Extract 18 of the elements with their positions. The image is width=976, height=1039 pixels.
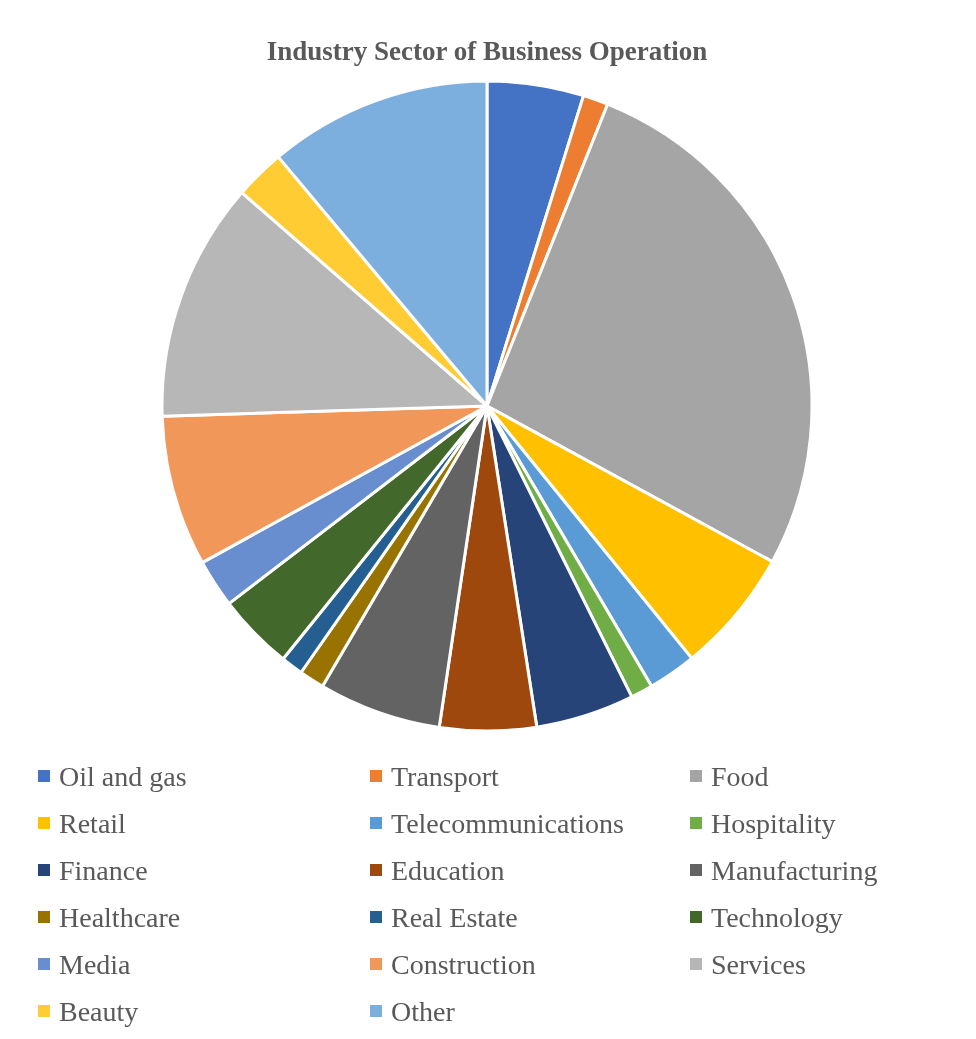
legend-label: Education [391, 854, 505, 886]
legend-label: Manufacturing [711, 854, 878, 886]
legend-label: Retail [59, 807, 127, 839]
legend-label: Real Estate [391, 901, 518, 933]
legend-label: Other [391, 995, 456, 1027]
legend-label: Transport [391, 760, 500, 792]
legend-label: Media [59, 948, 132, 980]
legend-label: Technology [711, 901, 843, 933]
legend-label: Food [711, 760, 769, 792]
legend-label: Telecommunications [391, 807, 624, 839]
legend-label: Construction [391, 948, 536, 980]
legend-label: Healthcare [59, 901, 181, 933]
chart-title: Industry Sector of Business Operation [266, 36, 708, 66]
legend-label: Hospitality [711, 807, 836, 839]
legend-label: Finance [59, 854, 148, 886]
legend-label: Oil and gas [59, 760, 187, 792]
legend-label: Beauty [59, 995, 139, 1027]
legend-label: Services [711, 948, 806, 980]
